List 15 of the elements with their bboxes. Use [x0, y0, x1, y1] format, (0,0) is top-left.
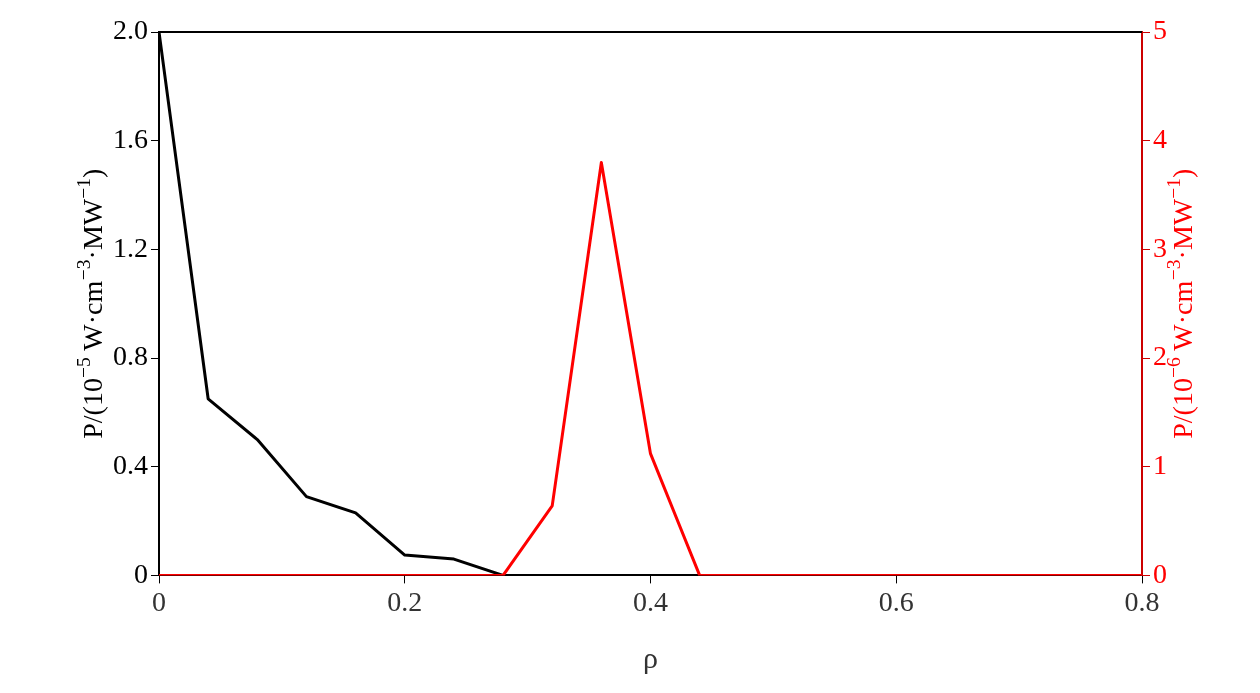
- y-tick-label: 0.4: [113, 449, 148, 481]
- x-tick-label: 0.2: [387, 585, 423, 617]
- y-tick-label: 2.0: [113, 14, 148, 46]
- y-tick-label: 0.8: [113, 340, 148, 372]
- y-tick-label: 1.6: [113, 123, 148, 155]
- x-tick-label: 0.4: [633, 585, 668, 617]
- y2-tick-label: 5: [1153, 14, 1167, 46]
- y-tick-label: 0: [134, 557, 148, 589]
- y-axis-title: P/(10−5 W·cm−3·MW−1): [73, 168, 109, 439]
- y2-tick-label: 1: [1153, 449, 1167, 481]
- y2-tick-label: 4: [1153, 123, 1167, 155]
- y2-tick-label: 3: [1153, 231, 1167, 263]
- x-axis-title: ρ: [643, 640, 658, 674]
- y-tick-label: 1.2: [113, 231, 148, 263]
- x-tick-label: 0.6: [878, 585, 914, 617]
